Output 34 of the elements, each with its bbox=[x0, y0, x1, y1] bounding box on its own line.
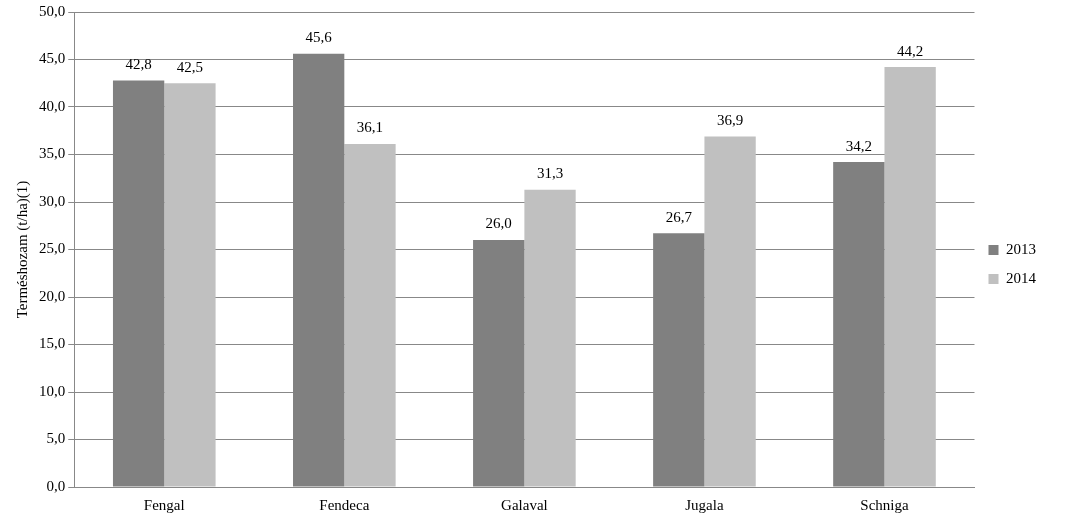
data-label: 36,9 bbox=[716, 111, 744, 128]
x-tick-label: Jugala bbox=[685, 496, 724, 513]
x-tick-label: Schniga bbox=[860, 496, 909, 513]
bar bbox=[164, 83, 216, 487]
y-tick-label: 30,0 bbox=[39, 192, 66, 209]
bar bbox=[344, 144, 396, 487]
y-tick-label: 0,0 bbox=[46, 477, 66, 494]
x-tick-label: Galaval bbox=[501, 496, 548, 513]
bar bbox=[884, 67, 936, 487]
y-tick-label: 10,0 bbox=[39, 382, 66, 399]
y-tick-label: 35,0 bbox=[39, 145, 66, 162]
bar bbox=[524, 189, 576, 487]
data-label: 26,0 bbox=[485, 215, 512, 232]
y-tick-label: 20,0 bbox=[39, 287, 66, 304]
data-label: 34,2 bbox=[845, 137, 872, 154]
y-tick-label: 50,0 bbox=[39, 2, 66, 19]
data-label: 45,6 bbox=[305, 29, 333, 46]
y-tick-label: 45,0 bbox=[39, 50, 66, 67]
y-tick-label: 40,0 bbox=[39, 97, 66, 114]
legend-label: 2013 bbox=[1006, 240, 1036, 257]
legend-label: 2014 bbox=[1006, 269, 1037, 286]
data-label: 26,7 bbox=[665, 208, 693, 225]
data-label: 36,1 bbox=[356, 119, 384, 136]
y-tick-label: 5,0 bbox=[46, 430, 66, 447]
x-tick-label: Fendeca bbox=[319, 496, 370, 513]
data-label: 42,5 bbox=[176, 58, 204, 75]
data-label: 31,3 bbox=[536, 165, 564, 182]
y-axis-title: Terméshozam (t/ha)(1) bbox=[13, 180, 31, 319]
data-label: 44,2 bbox=[897, 42, 924, 59]
data-label: 42,8 bbox=[125, 55, 152, 72]
bar bbox=[704, 136, 756, 487]
y-tick-label: 25,0 bbox=[39, 240, 66, 257]
x-tick-label: Fengal bbox=[143, 496, 185, 513]
y-tick-label: 15,0 bbox=[39, 335, 66, 352]
